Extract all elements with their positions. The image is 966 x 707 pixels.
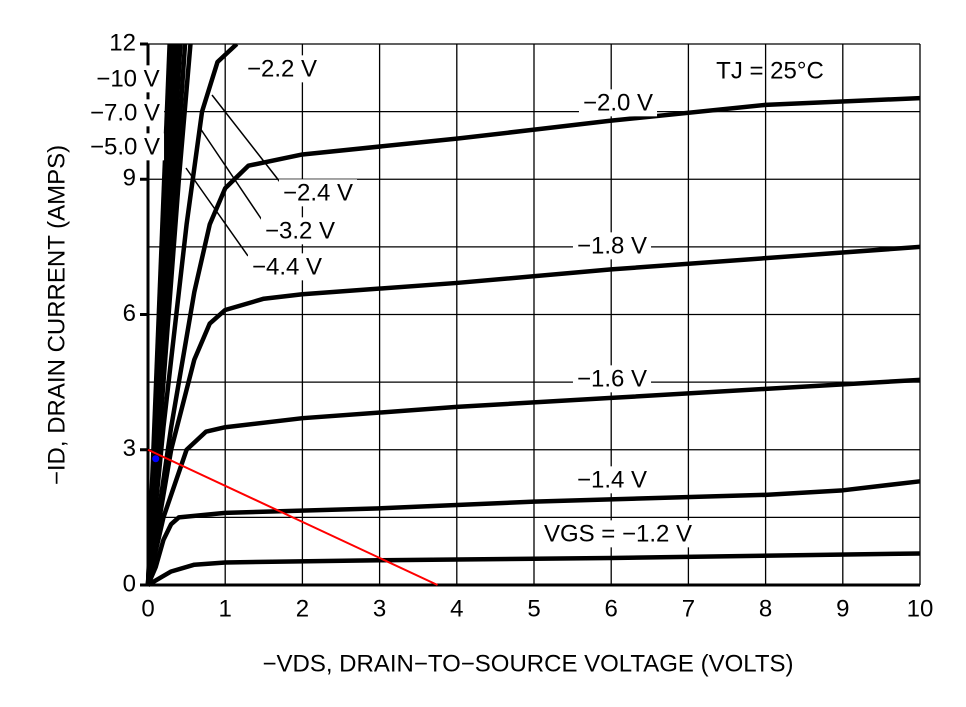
y-tick-label: 0 (123, 570, 136, 597)
label-background (260, 217, 340, 245)
label-background (92, 65, 164, 93)
curve (145, 244, 921, 586)
x-tick-label: 2 (296, 595, 309, 622)
series-label: −2.4 V (283, 179, 353, 206)
operating-point (152, 455, 160, 463)
series-label: −5.0 V (90, 133, 160, 160)
series-label: VGS = −1.2 V (544, 520, 692, 547)
leader-line (185, 167, 249, 257)
temperature-annotation: TJ = 25°C (716, 57, 824, 84)
curve (145, 377, 921, 586)
x-tick-label: 6 (605, 595, 618, 622)
label-background (85, 133, 165, 161)
y-tick-label: 6 (123, 300, 136, 327)
curve (145, 44, 172, 586)
series-label: −1.6 V (577, 365, 647, 392)
curve (145, 479, 921, 586)
y-tick-label: 9 (123, 165, 136, 192)
series-label: −2.0 V (583, 89, 653, 116)
label-background (572, 232, 652, 260)
x-tick-label: 3 (373, 595, 386, 622)
x-tick-label: 8 (759, 595, 772, 622)
y-tick-label: 12 (109, 29, 136, 56)
x-tick-label: 5 (527, 595, 540, 622)
label-background (572, 365, 652, 393)
series-label: −3.2 V (265, 217, 335, 244)
y-tick-label: 3 (123, 435, 136, 462)
load-line (147, 448, 438, 586)
curve (145, 95, 921, 586)
label-background (539, 520, 697, 548)
label-background (242, 55, 322, 83)
series-label: −2.2 V (247, 55, 317, 82)
x-tick-label: 1 (219, 595, 232, 622)
leader-line (211, 94, 281, 183)
series-label: −7.0 V (90, 99, 160, 126)
label-background (578, 89, 658, 117)
series-label: −1.4 V (577, 466, 647, 493)
x-axis-title: −VDS, DRAIN−TO−SOURCE VOLTAGE (VOLTS) (262, 650, 793, 677)
curve (145, 44, 239, 586)
x-tick-label: 7 (682, 595, 695, 622)
label-background (278, 179, 358, 207)
x-tick-label: 10 (907, 595, 934, 622)
label-background (247, 253, 327, 281)
y-axis-title: −ID, DRAIN CURRENT (AMPS) (43, 145, 70, 485)
x-tick-label: 0 (141, 595, 154, 622)
series-label: −1.8 V (577, 232, 647, 259)
x-tick-label: 4 (450, 595, 463, 622)
series-label: −4.4 V (252, 253, 322, 280)
curve (146, 551, 921, 587)
series-label: −10 V (96, 65, 159, 92)
label-background (85, 99, 165, 127)
leader-line (199, 127, 263, 221)
x-tick-label: 9 (836, 595, 849, 622)
label-background (572, 466, 652, 494)
